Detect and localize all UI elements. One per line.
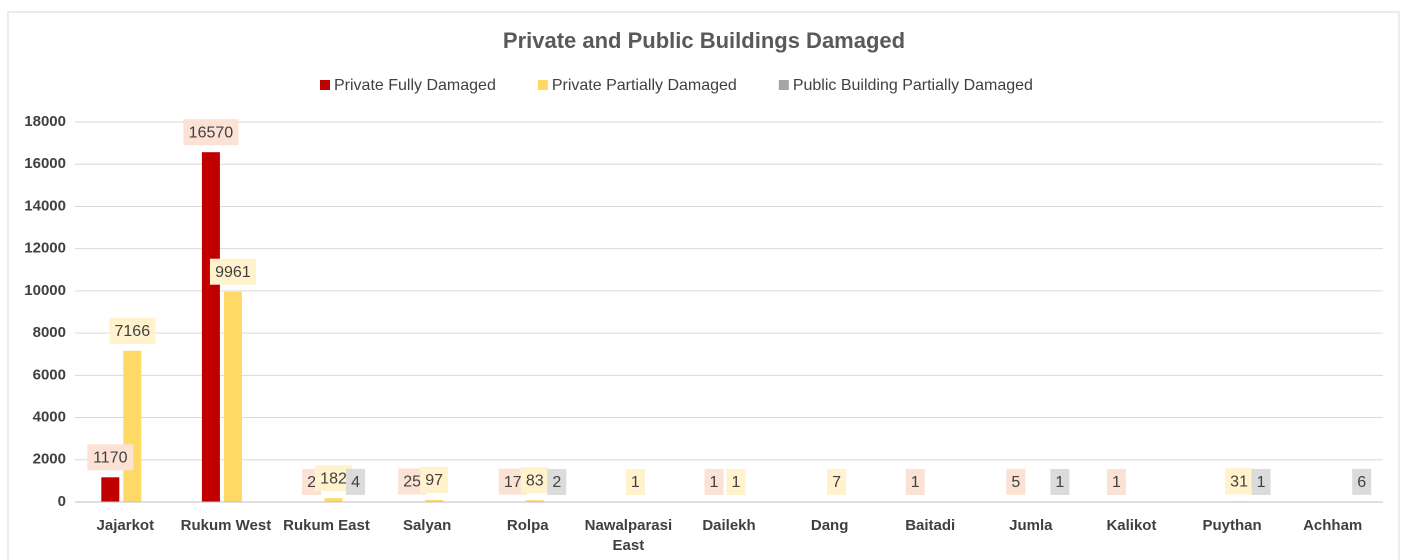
x-tick-label: Puythan bbox=[1202, 517, 1261, 534]
data-label: 7 bbox=[832, 474, 841, 491]
data-label-bg bbox=[520, 467, 549, 494]
data-label: 16570 bbox=[189, 124, 234, 141]
data-label: 5 bbox=[1011, 474, 1020, 491]
bar bbox=[101, 477, 120, 502]
y-tick-label: 18000 bbox=[24, 113, 66, 130]
data-label-bg bbox=[109, 317, 156, 344]
data-label-bg bbox=[87, 444, 134, 471]
data-label-bg bbox=[1050, 468, 1070, 495]
chart-title: Private and Public Buildings Damaged bbox=[503, 28, 905, 53]
x-tick-label: Salyan bbox=[403, 517, 451, 534]
data-label-bg bbox=[547, 468, 567, 495]
data-label-bg bbox=[1352, 468, 1372, 495]
data-label-bg bbox=[315, 465, 353, 492]
x-tick-label: Achham bbox=[1303, 517, 1362, 534]
data-label-bg bbox=[827, 468, 847, 495]
y-tick-label: 14000 bbox=[24, 197, 66, 214]
bar bbox=[201, 152, 220, 502]
y-tick-label: 2000 bbox=[33, 451, 66, 468]
x-tick-label: Rukum West bbox=[181, 517, 272, 534]
data-label-bg bbox=[209, 258, 256, 285]
legend-swatch bbox=[537, 80, 548, 90]
data-label-bg bbox=[420, 466, 449, 493]
y-tick-label: 0 bbox=[58, 493, 66, 510]
data-label: 25 bbox=[403, 474, 421, 491]
data-label-bg bbox=[183, 119, 239, 146]
data-label: 7166 bbox=[115, 323, 151, 340]
y-tick-label: 16000 bbox=[24, 155, 66, 172]
x-tick-label: Dang bbox=[811, 517, 849, 534]
y-tick-label: 12000 bbox=[24, 240, 66, 257]
data-label: 1 bbox=[1112, 474, 1121, 491]
legend-label: Public Building Partially Damaged bbox=[793, 77, 1033, 94]
data-label-bg bbox=[346, 468, 366, 495]
legend-swatch bbox=[320, 80, 330, 90]
data-label: 17 bbox=[504, 474, 522, 491]
data-label: 6 bbox=[1357, 474, 1366, 491]
data-label: 1 bbox=[911, 474, 920, 491]
x-tick-label: Nawalparasi East bbox=[585, 517, 673, 554]
data-label: 2 bbox=[307, 474, 316, 491]
bar bbox=[525, 500, 544, 502]
data-label-bg bbox=[726, 468, 746, 495]
x-tick-label: Jajarkot bbox=[97, 517, 155, 534]
data-label-bg bbox=[1006, 468, 1026, 495]
data-label-bg bbox=[1225, 468, 1254, 495]
x-tick-label: Rolpa bbox=[507, 517, 549, 534]
data-label: 4 bbox=[351, 474, 360, 491]
data-label: 31 bbox=[1230, 474, 1248, 491]
y-tick-label: 6000 bbox=[33, 366, 66, 383]
bar bbox=[123, 350, 142, 502]
bar bbox=[223, 291, 242, 502]
x-tick-label: Dailekh bbox=[702, 517, 755, 534]
bar bbox=[425, 499, 444, 502]
data-label: 97 bbox=[425, 472, 443, 489]
y-tick-label: 10000 bbox=[24, 282, 66, 299]
y-tick-label: 8000 bbox=[33, 324, 66, 341]
x-tick-label: Baitadi bbox=[905, 517, 955, 534]
legend-label: Private Fully Damaged bbox=[334, 77, 496, 94]
data-label: 1 bbox=[1257, 474, 1266, 491]
data-label: 1 bbox=[631, 474, 640, 491]
y-tick-label: 4000 bbox=[33, 409, 66, 426]
data-label-bg bbox=[905, 468, 925, 495]
x-tick-label: Jumla bbox=[1009, 517, 1053, 534]
data-label-bg bbox=[1251, 468, 1271, 495]
data-label: 1 bbox=[732, 474, 741, 491]
data-label: 1170 bbox=[93, 450, 128, 467]
data-label: 1 bbox=[710, 474, 719, 491]
data-label-bg bbox=[704, 468, 724, 495]
data-label: 83 bbox=[526, 472, 544, 489]
bar bbox=[324, 498, 343, 502]
legend-swatch bbox=[778, 80, 789, 90]
x-tick-label: Kalikot bbox=[1106, 517, 1156, 534]
x-tick-label: Rukum East bbox=[283, 517, 370, 534]
data-label: 1 bbox=[1055, 474, 1064, 491]
data-label-bg bbox=[1106, 468, 1126, 495]
legend-label: Private Partially Damaged bbox=[552, 77, 737, 94]
data-label: 182 bbox=[320, 470, 347, 487]
data-label: 2 bbox=[552, 474, 561, 491]
data-label-bg bbox=[625, 468, 645, 495]
data-label: 9961 bbox=[215, 264, 251, 281]
